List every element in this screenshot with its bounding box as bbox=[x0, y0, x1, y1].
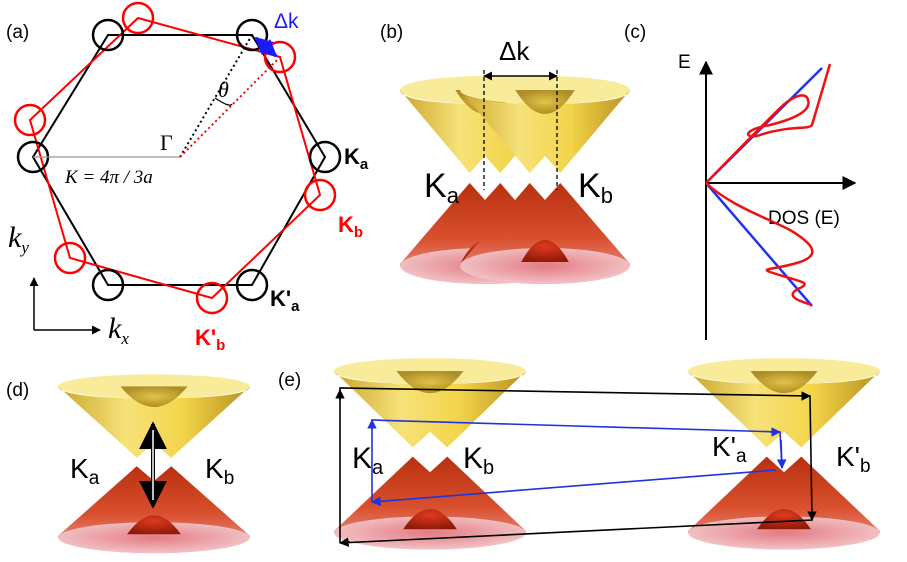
e-axis-label: E bbox=[678, 52, 691, 73]
red-circles bbox=[13, 1, 337, 315]
dos-axis-label: DOS (E) bbox=[768, 208, 840, 229]
theta-arc bbox=[214, 97, 233, 106]
panel-e-kpb: K'b bbox=[836, 441, 871, 477]
panel-d-double-cone: (d) Ka Kb bbox=[6, 374, 250, 554]
gamma-symbol: Γ bbox=[160, 130, 173, 155]
panel-d-kb: Kb bbox=[205, 453, 234, 489]
dos-red-upper bbox=[705, 63, 832, 184]
panel-e-two-valleys: (e) Ka Kb K'a K'b bbox=[278, 358, 880, 550]
k-axes bbox=[29, 277, 101, 335]
panel-b-ka: Ka bbox=[424, 167, 460, 208]
panel-b-delta-k: Δk bbox=[499, 36, 530, 66]
panel-d-ka: Ka bbox=[70, 453, 100, 489]
label-ka: Ka bbox=[344, 144, 369, 173]
panel-e-ka: Ka bbox=[352, 442, 384, 479]
label-kpb: K'b bbox=[195, 325, 225, 354]
dos-red-lower bbox=[705, 182, 814, 307]
label-kpa: K'a bbox=[270, 286, 300, 315]
panel-e-kb: Kb bbox=[463, 442, 494, 479]
black-circles bbox=[16, 18, 342, 302]
axis-ky: ky bbox=[8, 221, 29, 257]
panel-b-double-cone: (b) Δk Ka Kb bbox=[380, 22, 630, 284]
panel-e-label: (e) bbox=[278, 370, 301, 391]
panel-a-label: (a) bbox=[6, 22, 29, 43]
panel-c-label: (c) bbox=[624, 22, 646, 43]
panel-a-brillouin-zone: (a) Δk θ Γ bbox=[6, 1, 369, 354]
theta-symbol: θ bbox=[218, 77, 229, 102]
gamma-to-kb-dotted bbox=[179, 56, 281, 158]
dos-linear-lower bbox=[705, 182, 813, 307]
panel-b-kb: Kb bbox=[578, 167, 613, 208]
axis-kx: kx bbox=[108, 312, 129, 348]
panel-b-label: (b) bbox=[380, 22, 403, 43]
k-equation: K = 4π / 3a bbox=[64, 167, 153, 188]
panel-a-delta-k: Δk bbox=[274, 10, 299, 33]
label-kb: Kb bbox=[338, 212, 363, 241]
delta-k-arrow bbox=[254, 36, 278, 58]
gamma-to-ka-dotted bbox=[179, 34, 253, 158]
panel-e-kpa: K'a bbox=[712, 431, 747, 467]
panel-c-dos: (c) E DOS (E) bbox=[624, 22, 857, 340]
panel-d-label: (d) bbox=[6, 380, 29, 401]
